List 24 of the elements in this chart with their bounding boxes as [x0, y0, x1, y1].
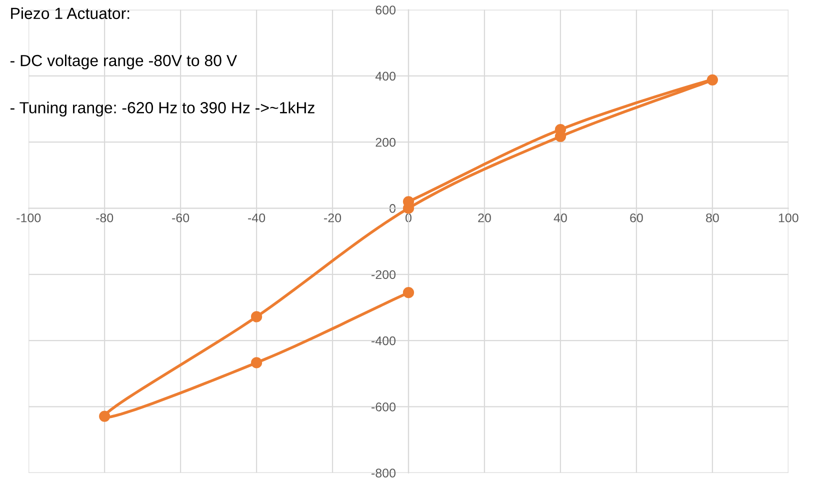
y-tick-label: -800 [372, 468, 396, 478]
x-tick-label: -80 [96, 213, 114, 222]
x-tick-label: 60 [630, 213, 643, 222]
x-tick-label: 40 [554, 213, 567, 222]
y-tick-label: 200 [376, 138, 396, 147]
point [706, 74, 718, 86]
y-tick-label: 0 [390, 204, 396, 213]
x-tick-label: -60 [172, 213, 190, 222]
y-tick-label: 400 [375, 72, 396, 81]
x-tick-label: 100 [778, 213, 798, 222]
y-tick-label: -400 [372, 336, 396, 346]
x-tick-label: -40 [248, 213, 266, 222]
x-tick-label: -20 [324, 213, 342, 222]
point [250, 311, 262, 322]
x-tick-label: 80 [706, 213, 719, 222]
y-tick-label: -600 [372, 402, 396, 412]
text: Piezo 1 Actuator: - DC voltage range -80V to 80 V - Tuning range: -620 Hz to 390 Hz ->~1kHz [10, 7, 314, 117]
point [402, 287, 414, 298]
x-tick-label: 20 [478, 213, 491, 222]
y-tick-label: -200 [372, 270, 396, 280]
x-tick-label: -100 [16, 213, 41, 222]
point [250, 357, 262, 368]
point [99, 410, 110, 422]
y-tick-label: 600 [376, 6, 396, 14]
